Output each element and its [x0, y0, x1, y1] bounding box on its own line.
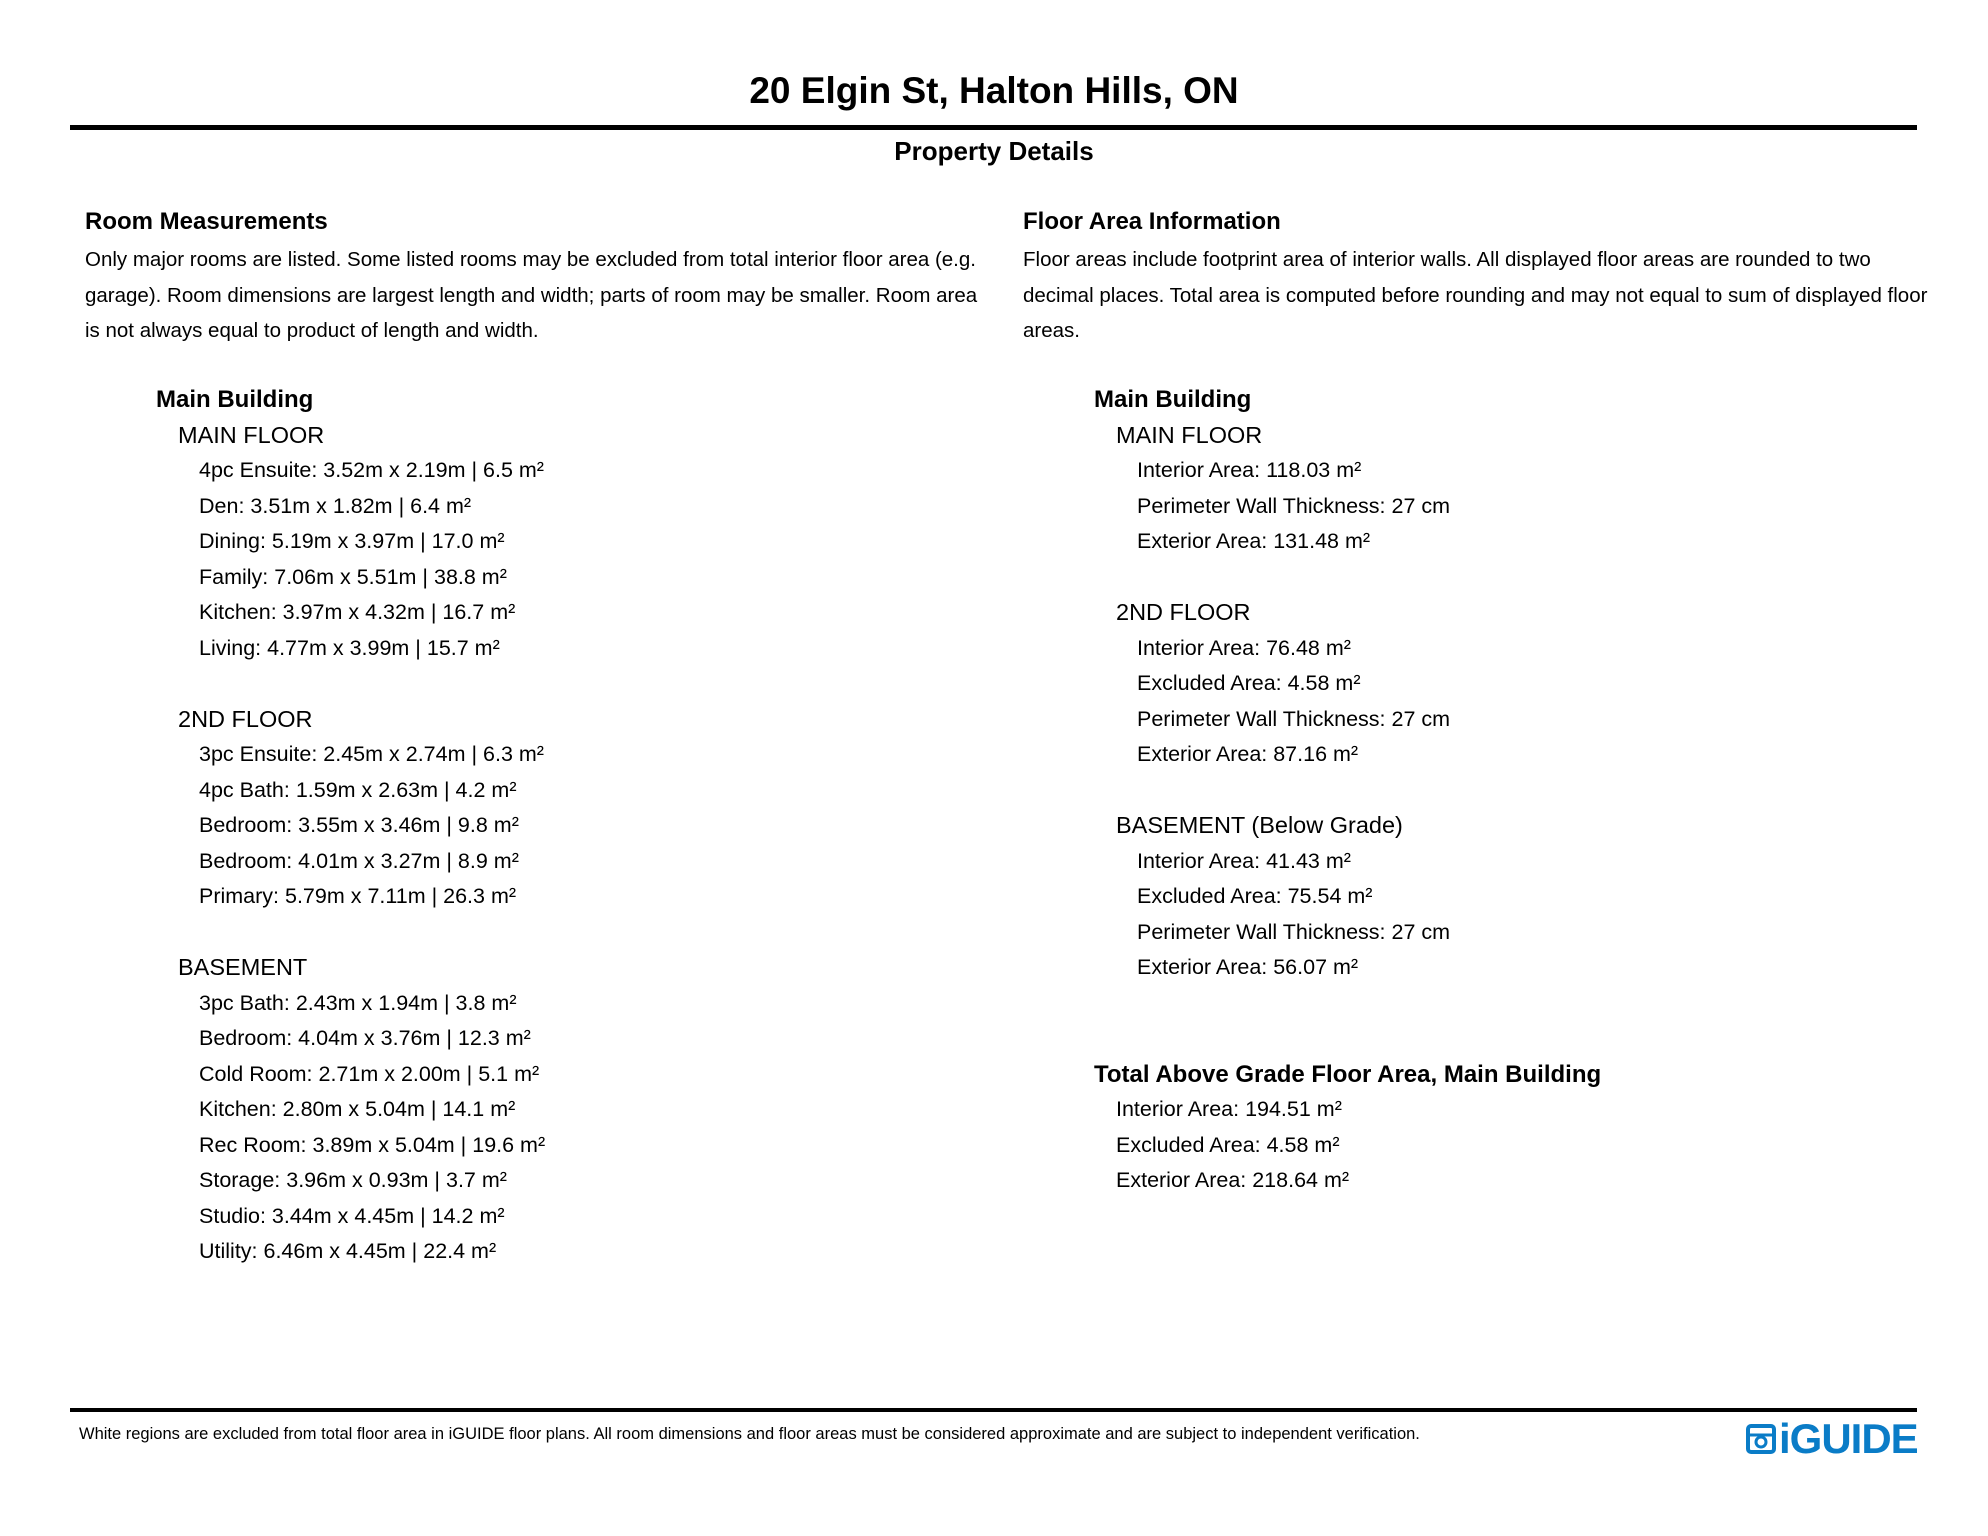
room-item: Utility: 6.46m x 4.45m | 22.4 m² — [199, 1239, 497, 1263]
room-item: Cold Room: 2.71m x 2.00m | 5.1 m² — [199, 1061, 540, 1086]
room-item: Living: 4.77m x 3.99m | 15.7 m² — [199, 635, 500, 660]
area-item: Exterior Area: 87.16 m² — [1137, 742, 1359, 766]
area-item: Perimeter Wall Thickness: 27 cm — [1137, 706, 1451, 731]
room-item: Kitchen: 3.97m x 4.32m | 16.7 m² — [199, 600, 516, 624]
area-item: Excluded Area: 75.54 m² — [1137, 884, 1373, 908]
room-item: Bedroom: 4.04m x 3.76m | 12.3 m² — [199, 1026, 531, 1050]
room-measurements-description: Only major rooms are listed. Some listed… — [85, 248, 978, 342]
spacer — [1094, 986, 1601, 1057]
floor-area-list: Main Building MAIN FLOOR Interior Area: 1… — [1094, 382, 1601, 1199]
room-item: 3pc Bath: 2.43m x 1.94m | 3.8 m² — [199, 990, 517, 1015]
room-item: 4pc Bath: 1.59m x 2.63m | 4.2 m² — [199, 777, 517, 802]
room-item: Den: 3.51m x 1.82m | 6.4 m² — [199, 493, 472, 518]
room-item: 3pc Ensuite: 2.45m x 2.74m | 6.3 m² — [199, 742, 544, 766]
area-item: Interior Area: 118.03 m² — [1137, 458, 1362, 482]
spacer — [1094, 773, 1601, 809]
room-list: Main Building MAIN FLOOR 4pc Ensuite: 3.5… — [156, 382, 545, 1270]
total-area-item: Interior Area: 194.51 m² — [1116, 1097, 1342, 1121]
camera-icon — [1746, 1424, 1776, 1454]
building-heading: Main Building — [156, 386, 314, 413]
room-item: Family: 7.06m x 5.51m | 38.8 m² — [199, 564, 507, 589]
footer-disclaimer: White regions are excluded from total fl… — [79, 1425, 1420, 1443]
total-area-item: Excluded Area: 4.58 m² — [1116, 1132, 1340, 1157]
room-item: Bedroom: 3.55m x 3.46m | 9.8 m² — [199, 813, 519, 837]
footer-divider — [70, 1408, 1917, 1412]
floor-heading: MAIN FLOOR — [178, 421, 325, 448]
iguide-logo: iGUIDE — [1746, 1415, 1919, 1462]
room-item: Dining: 5.19m x 3.97m | 17.0 m² — [199, 529, 505, 553]
page-subtitle: Property Details — [894, 136, 1094, 166]
logo-text: iGUIDE — [1779, 1415, 1919, 1462]
floor-heading: 2ND FLOOR — [1116, 599, 1251, 625]
room-item: Kitchen: 2.80m x 5.04m | 14.1 m² — [199, 1097, 516, 1121]
area-item: Interior Area: 76.48 m² — [1137, 635, 1351, 660]
building-heading: Main Building — [1094, 386, 1252, 413]
floor-heading: BASEMENT — [178, 954, 308, 980]
room-item: 4pc Ensuite: 3.52m x 2.19m | 6.5 m² — [199, 458, 544, 482]
room-item: Storage: 3.96m x 0.93m | 3.7 m² — [199, 1168, 507, 1192]
room-measurements-heading: Room Measurements — [85, 208, 328, 235]
header-divider — [70, 125, 1917, 130]
room-item: Studio: 3.44m x 4.45m | 14.2 m² — [199, 1203, 505, 1228]
room-item: Rec Room: 3.89m x 5.04m | 19.6 m² — [199, 1132, 546, 1157]
room-item: Primary: 5.79m x 7.11m | 26.3 m² — [199, 884, 517, 908]
area-item: Exterior Area: 56.07 m² — [1137, 955, 1359, 979]
floor-heading: 2ND FLOOR — [178, 705, 313, 732]
floor-area-description: Floor areas include footprint area of in… — [1023, 248, 1928, 342]
spacer — [156, 915, 545, 951]
room-item: Bedroom: 4.01m x 3.27m | 8.9 m² — [199, 848, 519, 873]
area-item: Perimeter Wall Thickness: 27 cm — [1137, 493, 1451, 518]
floor-heading: BASEMENT (Below Grade) — [1116, 812, 1403, 838]
area-item: Interior Area: 41.43 m² — [1137, 848, 1351, 873]
total-area-item: Exterior Area: 218.64 m² — [1116, 1168, 1350, 1192]
page-title: 20 Elgin St, Halton Hills, ON — [749, 70, 1239, 111]
spacer — [1094, 560, 1601, 596]
floor-heading: MAIN FLOOR — [1116, 421, 1263, 448]
area-item: Perimeter Wall Thickness: 27 cm — [1137, 919, 1451, 944]
area-item: Excluded Area: 4.58 m² — [1137, 671, 1361, 695]
spacer — [156, 666, 545, 702]
floor-area-heading: Floor Area Information — [1023, 208, 1281, 235]
area-item: Exterior Area: 131.48 m² — [1137, 529, 1371, 553]
total-area-heading: Total Above Grade Floor Area, Main Build… — [1094, 1060, 1602, 1088]
